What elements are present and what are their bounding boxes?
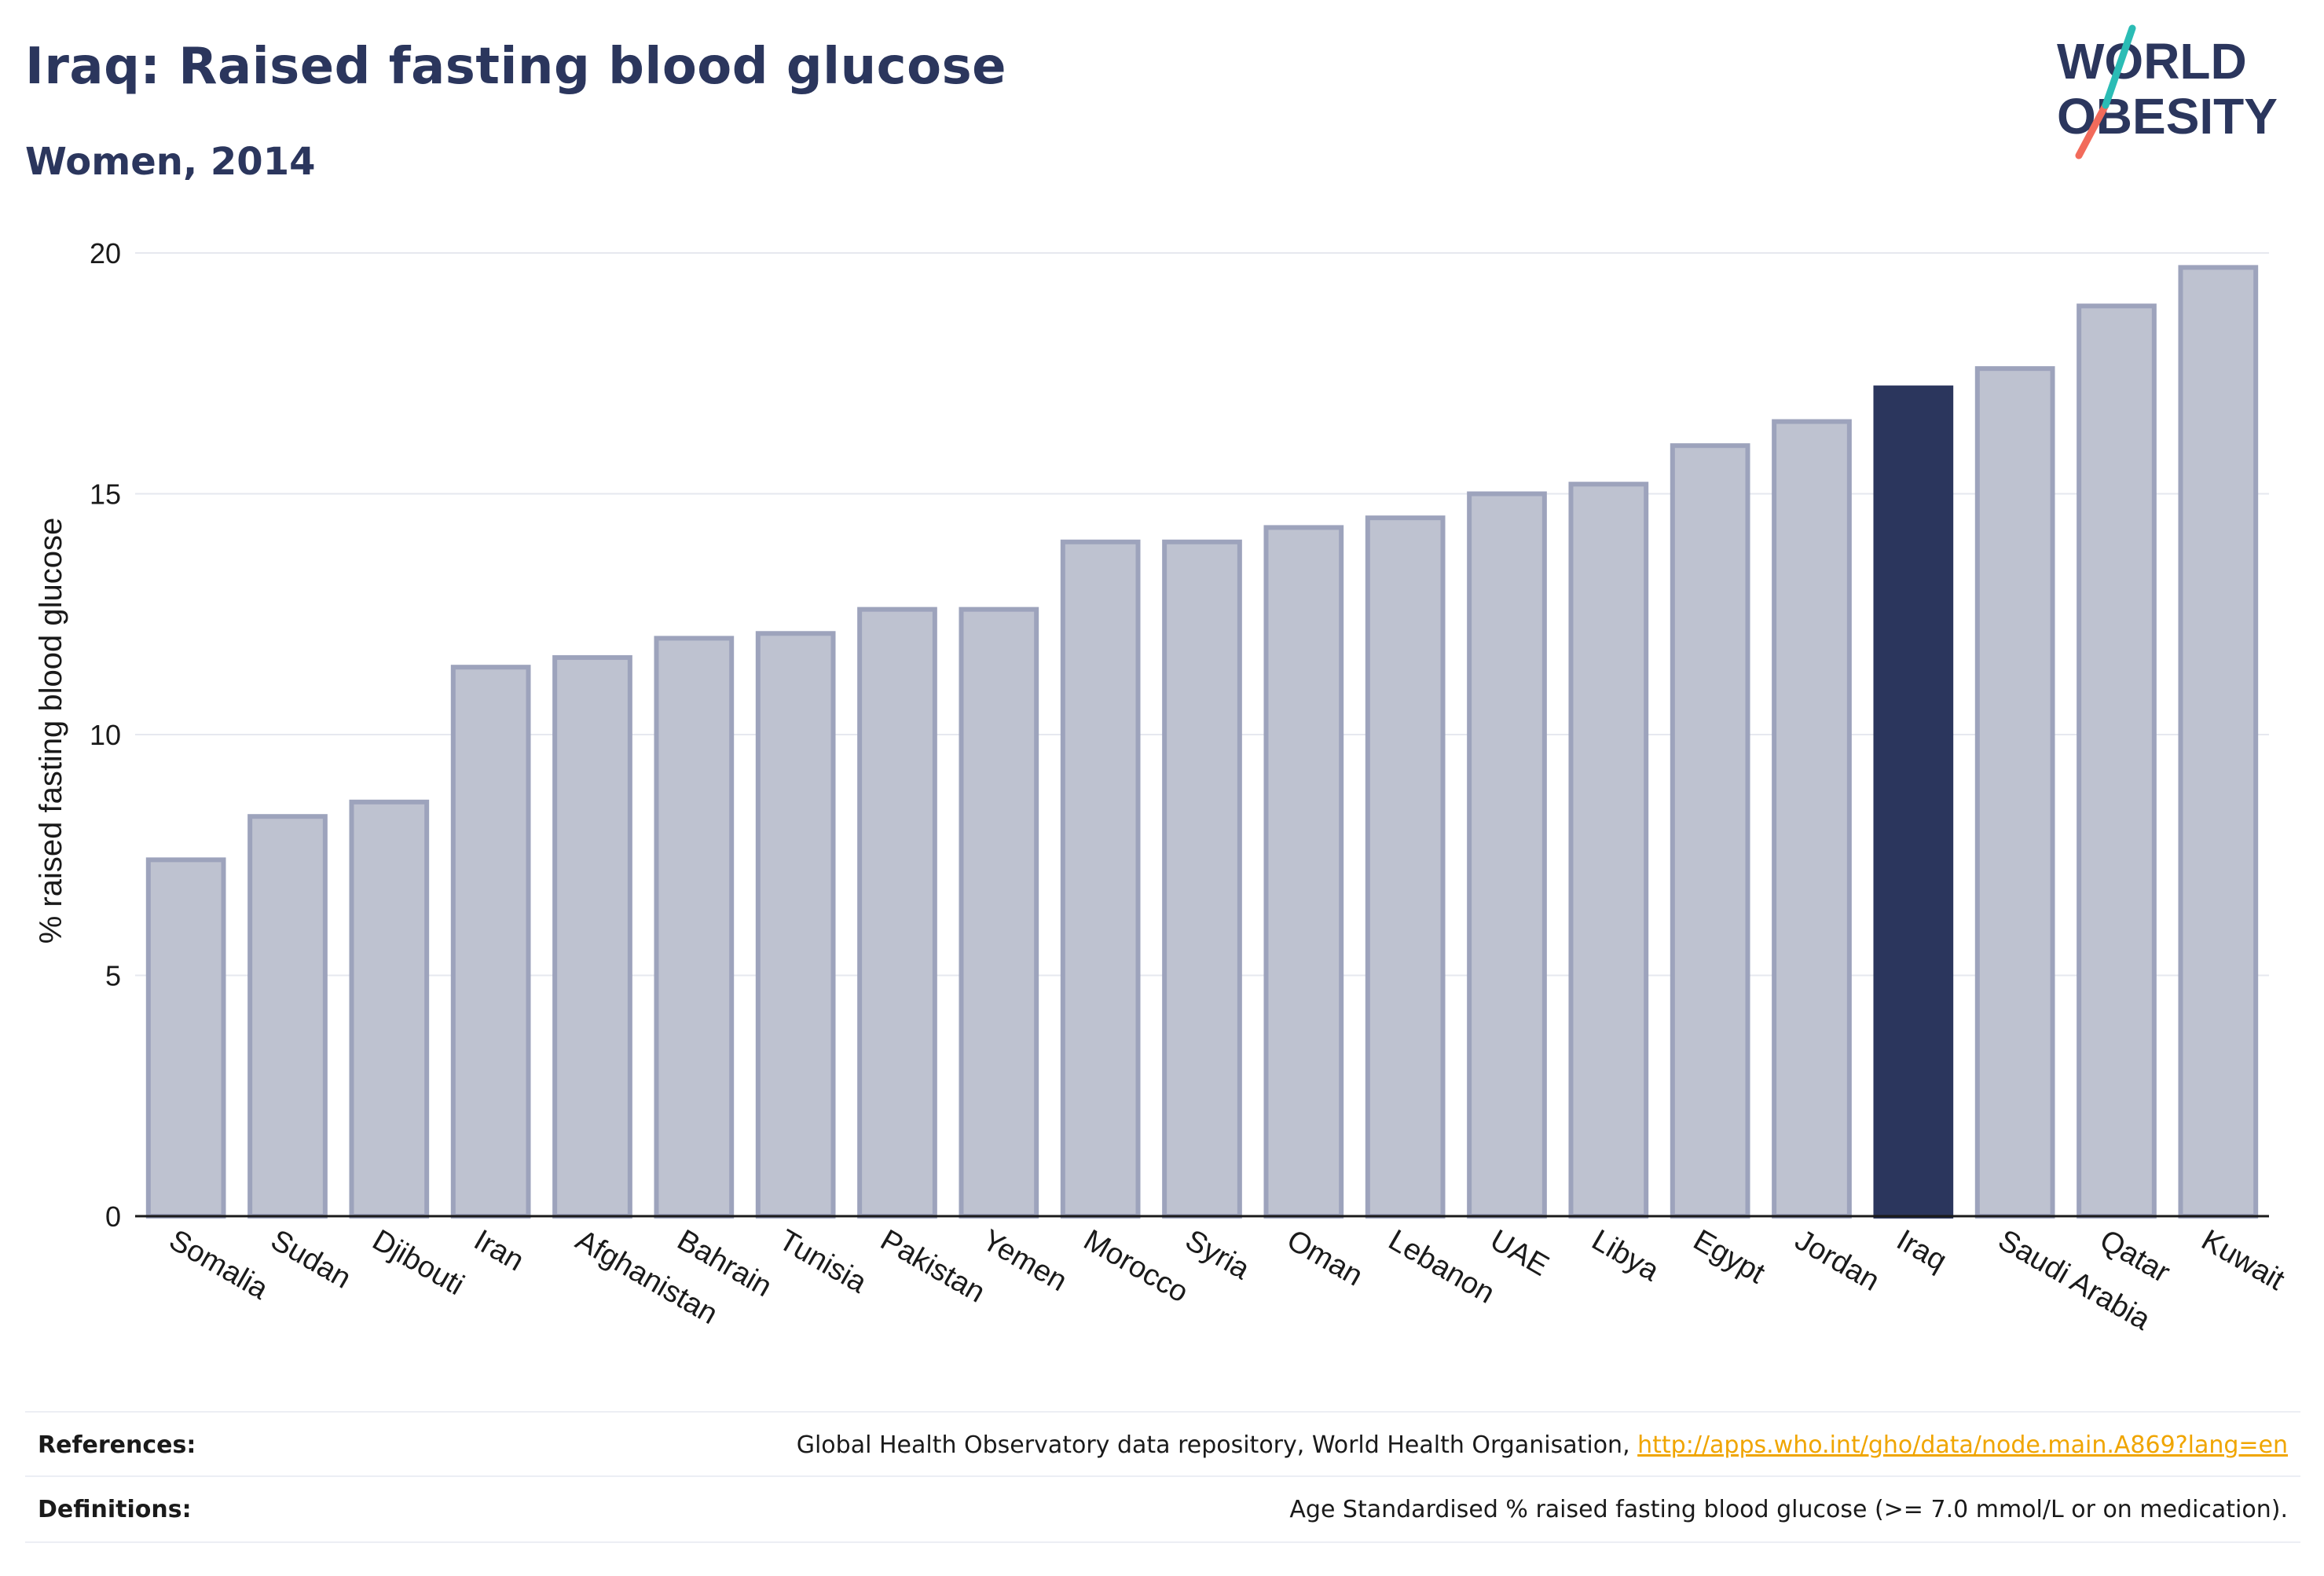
bar bbox=[654, 636, 735, 1219]
x-tick-label: Pakistan bbox=[875, 1223, 991, 1309]
x-tick-label: Yemen bbox=[977, 1223, 1072, 1298]
references-value: Global Health Observatory data repositor… bbox=[797, 1431, 2300, 1459]
bar bbox=[1467, 491, 1547, 1219]
x-tick-label: Lebanon bbox=[1383, 1223, 1500, 1310]
x-tick-label: Iraq bbox=[1891, 1223, 1952, 1277]
x-tick-label: Egypt bbox=[1688, 1223, 1771, 1290]
world-obesity-logo: WORLD OBESITY bbox=[2057, 24, 2278, 159]
x-tick-label: Kuwait bbox=[2196, 1223, 2290, 1297]
bar bbox=[959, 607, 1039, 1219]
bar bbox=[857, 607, 937, 1219]
bar-highlight bbox=[1873, 385, 1954, 1219]
bar bbox=[247, 814, 328, 1219]
bar bbox=[1670, 443, 1750, 1219]
x-tick-label: Sudan bbox=[266, 1223, 357, 1295]
bar bbox=[450, 665, 531, 1219]
bar bbox=[755, 631, 836, 1219]
bar bbox=[1162, 539, 1242, 1219]
x-tick-label: Djibouti bbox=[367, 1223, 470, 1302]
references-link[interactable]: http://apps.who.int/gho/data/node.main.A… bbox=[1637, 1431, 2288, 1459]
bar bbox=[1060, 539, 1141, 1219]
page-title: Iraq: Raised fasting blood glucose bbox=[25, 38, 1007, 96]
x-tick-label: UAE bbox=[1485, 1223, 1555, 1282]
bar bbox=[145, 857, 226, 1219]
y-tick-label: 10 bbox=[90, 719, 121, 751]
references-row: References: Global Health Observatory da… bbox=[25, 1411, 2300, 1477]
bar bbox=[2178, 265, 2259, 1219]
page-subtitle: Women, 2014 bbox=[25, 140, 316, 184]
x-tick-label: Iran bbox=[468, 1223, 530, 1277]
bar bbox=[2077, 303, 2157, 1219]
logo-slash-teal bbox=[2102, 24, 2136, 109]
x-tick-label: Libya bbox=[1586, 1223, 1665, 1288]
y-tick-label: 0 bbox=[105, 1200, 121, 1233]
bar bbox=[1365, 515, 1446, 1219]
bar bbox=[1568, 482, 1649, 1219]
bar bbox=[1772, 419, 1852, 1219]
x-tick-label: Somalia bbox=[163, 1223, 274, 1306]
y-tick-label: 20 bbox=[90, 237, 121, 269]
bar bbox=[1263, 525, 1344, 1219]
bar bbox=[349, 799, 430, 1219]
y-axis-label: % raised fasting blood glucose bbox=[34, 518, 68, 944]
x-tick-label: Oman bbox=[1281, 1223, 1369, 1292]
x-tick-label: Jordan bbox=[1790, 1223, 1886, 1297]
bars bbox=[145, 265, 2259, 1219]
logo-slash-coral bbox=[2075, 101, 2110, 159]
x-tick-label: Tunisia bbox=[773, 1223, 873, 1299]
bar bbox=[1974, 366, 2055, 1219]
references-label: References: bbox=[38, 1431, 196, 1459]
bar bbox=[552, 654, 632, 1219]
definitions-text: Age Standardised % raised fasting blood … bbox=[1289, 1495, 2288, 1523]
y-tick-label: 15 bbox=[90, 478, 121, 511]
logo-line-1: WORLD bbox=[2057, 33, 2247, 90]
x-tick-label: Morocco bbox=[1078, 1223, 1193, 1309]
x-tick-label: Syria bbox=[1180, 1223, 1256, 1286]
definitions-label: Definitions: bbox=[38, 1495, 192, 1523]
references-text: Global Health Observatory data repositor… bbox=[796, 1431, 1638, 1459]
y-tick-label: 5 bbox=[105, 960, 121, 992]
definitions-row: Definitions: Age Standardised % raised f… bbox=[25, 1475, 2300, 1543]
